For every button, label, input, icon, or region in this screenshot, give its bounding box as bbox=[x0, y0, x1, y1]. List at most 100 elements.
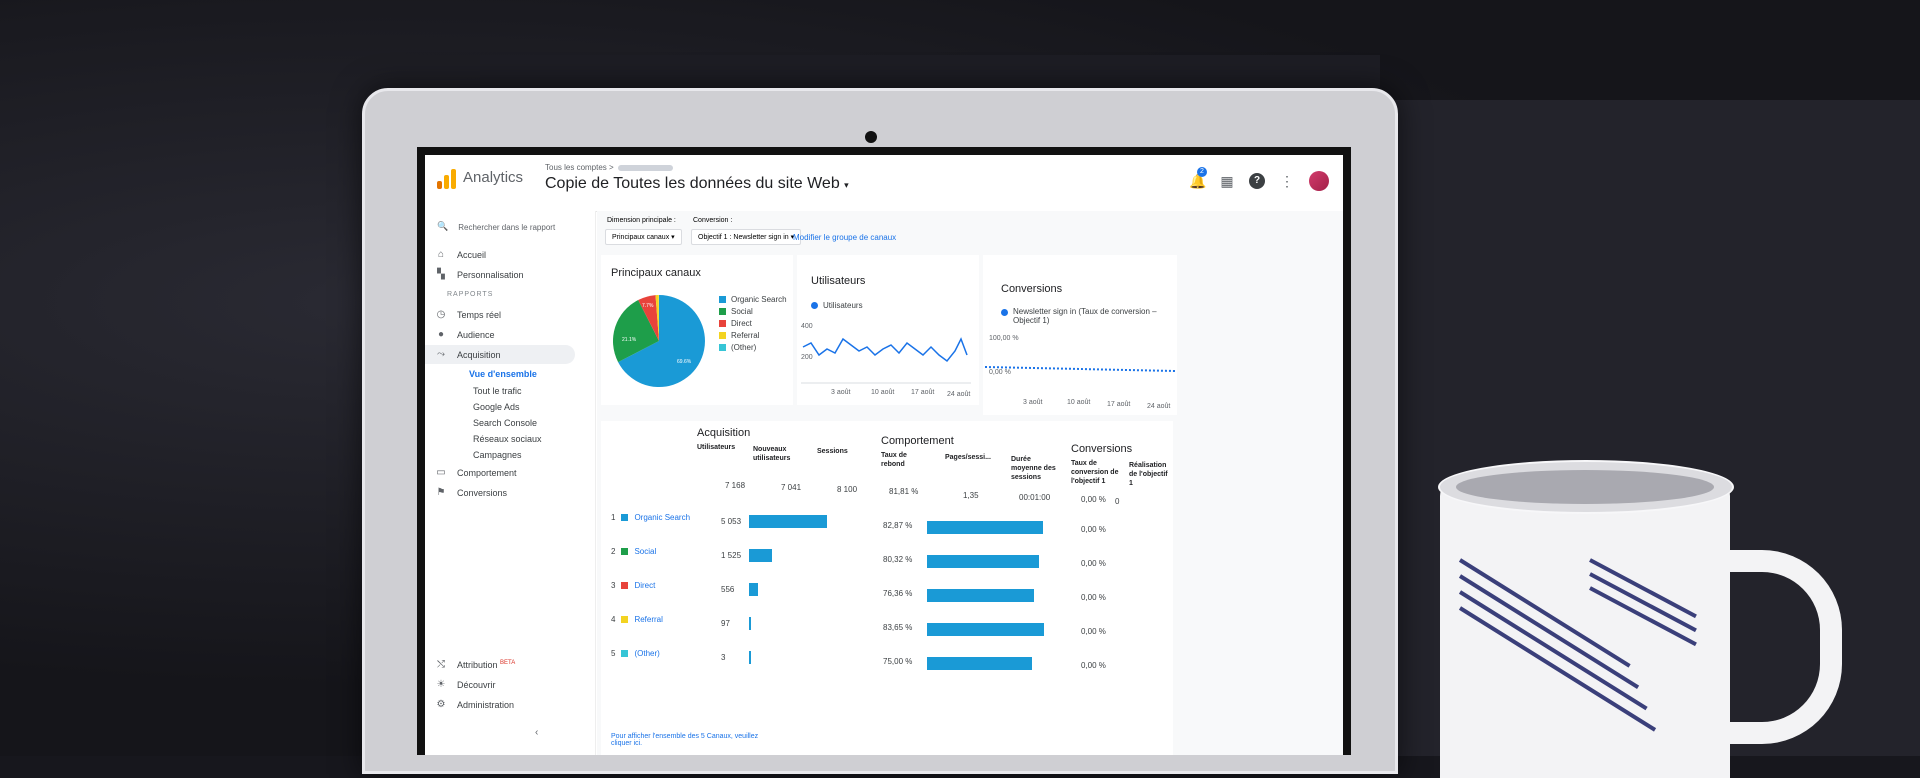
conversions-legend: Newsletter sign in (Taux de conversion –… bbox=[1001, 307, 1171, 328]
sidebar-sub-search-console[interactable]: Search Console bbox=[473, 418, 538, 428]
sidebar-sub-reseaux-sociaux[interactable]: Réseaux sociaux bbox=[473, 434, 542, 444]
table-row[interactable]: 1 Organic Search bbox=[611, 513, 690, 522]
legend-swatch bbox=[719, 308, 726, 315]
sidebar-item-label: Personnalisation bbox=[457, 269, 524, 280]
apps-grid-icon[interactable]: ▦ bbox=[1220, 173, 1234, 189]
sidebar-item-label: Temps réel bbox=[457, 309, 502, 320]
sidebar-item-acquisition[interactable]: ⤳ Acquisition bbox=[425, 345, 575, 364]
sidebar-item-label: Audience bbox=[457, 329, 495, 340]
legend-item: Direct bbox=[719, 319, 787, 328]
users-line-chart bbox=[801, 337, 971, 384]
legend-swatch bbox=[1001, 309, 1008, 316]
view-selector[interactable]: Copie de Toutes les données du site Web … bbox=[545, 175, 849, 193]
table-row[interactable]: 3 Direct bbox=[611, 581, 655, 590]
col-header-bounce[interactable]: Taux de rebond bbox=[881, 452, 907, 468]
row-number: 3 bbox=[611, 581, 616, 590]
show-all-link[interactable]: Pour afficher l'ensemble des 5 Canaux, v… bbox=[611, 733, 759, 747]
col-header-new-users[interactable]: Nouveaux utilisateurs bbox=[753, 446, 791, 462]
mug-stripe bbox=[1458, 590, 1648, 711]
sidebar-item-administration[interactable]: ⚙ Administration bbox=[435, 699, 515, 710]
sidebar-item-temps-reel[interactable]: ◷ Temps réel bbox=[435, 309, 501, 320]
analytics-logo-icon bbox=[437, 169, 457, 189]
row-users-value: 556 bbox=[721, 585, 735, 594]
row-bounce-bar bbox=[927, 623, 1045, 636]
row-conv-rate-value: 0,00 % bbox=[1081, 593, 1106, 602]
sidebar-item-attribution[interactable]: ⤭ Attribution BETA bbox=[435, 659, 515, 670]
sidebar-item-audience[interactable]: ● Audience bbox=[435, 329, 495, 340]
total-duration: 00:01:00 bbox=[1019, 493, 1051, 502]
acquisition-title: Acquisition bbox=[697, 427, 751, 439]
beta-badge: BETA bbox=[500, 659, 516, 666]
row-channel-label[interactable]: (Other) bbox=[634, 649, 660, 658]
table-row[interactable]: 4 Referral bbox=[611, 615, 663, 624]
row-users-value: 3 bbox=[721, 653, 726, 662]
search-report[interactable]: 🔍 Rechercher dans le rapport bbox=[437, 221, 555, 235]
gear-icon: ⚙ bbox=[436, 699, 446, 710]
avatar[interactable] bbox=[1309, 171, 1329, 191]
sidebar-sub-campagnes[interactable]: Campagnes bbox=[473, 450, 522, 460]
col-header-duration[interactable]: Durée moyenne des sessions bbox=[1011, 456, 1056, 481]
pie-label-organic: 69.6% bbox=[677, 359, 692, 365]
more-vert-icon[interactable]: ⋮ bbox=[1280, 173, 1294, 189]
row-users-value: 1 525 bbox=[721, 551, 742, 560]
help-icon[interactable]: ? bbox=[1249, 173, 1265, 189]
sidebar-sub-vue-ensemble[interactable]: Vue d'ensemble bbox=[469, 369, 537, 379]
row-color-swatch bbox=[621, 650, 629, 657]
row-bounce-bar bbox=[927, 657, 1032, 670]
acquisition-icon: ⤳ bbox=[437, 349, 445, 360]
col-header-conv-rate[interactable]: Taux de conversion de l'objectif 1 bbox=[1071, 460, 1119, 485]
dashboard-icon: ▚ bbox=[437, 269, 445, 280]
collapse-sidebar-icon[interactable]: ‹ bbox=[535, 727, 539, 738]
legend-item: Organic Search bbox=[719, 295, 787, 304]
modify-channel-group-link[interactable]: Modifier le groupe de canaux bbox=[793, 233, 897, 242]
conversions-table-title: Conversions bbox=[1071, 443, 1133, 455]
row-color-swatch bbox=[621, 582, 629, 589]
conversions-title: Conversions bbox=[1001, 283, 1063, 295]
legend-label: Newsletter sign in (Taux de conversion –… bbox=[1013, 307, 1157, 325]
legend-swatch bbox=[719, 332, 726, 339]
row-bounce-value: 75,00 % bbox=[883, 657, 913, 666]
table-row[interactable]: 5 (Other) bbox=[611, 649, 660, 658]
col-header-completions[interactable]: Réalisation de l'objectif 1 bbox=[1129, 462, 1168, 487]
channels-table: Acquisition Comportement Conversions Uti… bbox=[601, 421, 1173, 755]
sidebar-item-label: Comportement bbox=[457, 467, 517, 478]
sidebar-sub-google-ads[interactable]: Google Ads bbox=[473, 402, 520, 412]
row-bounce-bar bbox=[927, 555, 1040, 568]
row-color-swatch bbox=[621, 514, 629, 521]
breadcrumb[interactable]: Tous les comptes > bbox=[545, 163, 673, 172]
row-channel-label[interactable]: Direct bbox=[634, 581, 656, 590]
sidebar-item-comportement[interactable]: ▭ Comportement bbox=[435, 467, 517, 478]
sidebar-item-conversions[interactable]: ⚑ Conversions bbox=[435, 487, 508, 498]
sidebar-item-label: Administration bbox=[457, 699, 515, 710]
sidebar-item-decouvrir[interactable]: ☀ Découvrir bbox=[435, 679, 496, 690]
row-channel-label[interactable]: Referral bbox=[634, 615, 663, 624]
row-bounce-value: 82,87 % bbox=[883, 521, 913, 530]
total-pages: 1,35 bbox=[963, 491, 979, 500]
bell-icon[interactable]: 🔔 2 bbox=[1189, 167, 1207, 189]
mug-stripe bbox=[1589, 558, 1697, 619]
sidebar-item-accueil[interactable]: ⌂ Accueil bbox=[435, 249, 486, 260]
row-bounce-bar bbox=[927, 589, 1034, 602]
conversion-select[interactable]: Objectif 1 : Newsletter sign in ▾ bbox=[691, 229, 802, 245]
mug-stripe bbox=[1458, 574, 1640, 689]
table-row[interactable]: 2 Social bbox=[611, 547, 656, 556]
col-header-users[interactable]: Utilisateurs bbox=[697, 444, 736, 451]
row-number: 4 bbox=[611, 615, 616, 624]
row-channel-label[interactable]: Social bbox=[634, 547, 657, 556]
sidebar-item-personnalisation[interactable]: ▚ Personnalisation bbox=[435, 269, 524, 280]
sidebar-sub-tout-le-trafic[interactable]: Tout le trafic bbox=[473, 386, 522, 396]
row-channel-label[interactable]: Organic Search bbox=[634, 513, 691, 522]
search-input[interactable]: Rechercher dans le rapport bbox=[458, 223, 556, 232]
col-header-pages[interactable]: Pages/sessi... bbox=[945, 454, 991, 461]
conversions-line-chart bbox=[985, 366, 1175, 372]
pie-slice-social bbox=[612, 300, 659, 363]
app-name: Analytics bbox=[463, 169, 524, 186]
attribution-icon: ⤭ bbox=[437, 659, 445, 670]
pie-label-social: 21.1% bbox=[622, 337, 637, 343]
users-legend: Utilisateurs bbox=[811, 301, 863, 313]
total-conv-rate: 0,00 % bbox=[1081, 495, 1106, 504]
person-icon: ● bbox=[437, 329, 445, 340]
dimension-select[interactable]: Principaux canaux ▾ bbox=[605, 229, 682, 245]
blurred-account bbox=[617, 164, 673, 171]
col-header-sessions[interactable]: Sessions bbox=[817, 448, 848, 455]
